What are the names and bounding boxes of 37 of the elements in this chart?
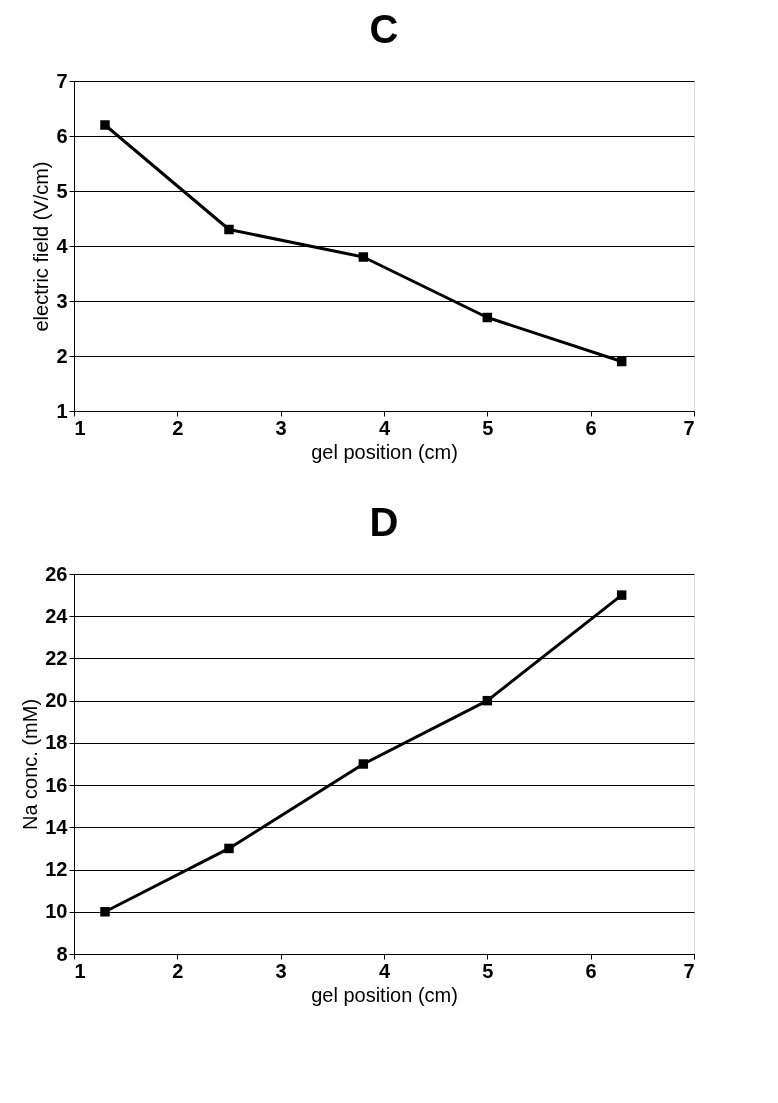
chart-title: D xyxy=(369,500,399,544)
y-tick-label: 7 xyxy=(56,69,68,92)
x-tick-label: 5 xyxy=(482,416,494,439)
x-tick-label: 2 xyxy=(172,416,184,439)
y-tick-label: 3 xyxy=(56,289,68,312)
x-tick-label: 4 xyxy=(378,416,391,439)
x-tick-label: 6 xyxy=(585,959,597,982)
x-tick-label: 1 xyxy=(74,416,86,439)
y-tick-label: 5 xyxy=(56,179,68,202)
y-tick-label: 16 xyxy=(45,773,68,796)
x-tick-label: 1 xyxy=(74,959,86,982)
y-tick-label: 6 xyxy=(56,124,68,147)
y-axis-title: Na conc. (mM) xyxy=(19,698,42,831)
y-tick-label: 4 xyxy=(56,234,69,257)
x-tick-label: 3 xyxy=(275,959,287,982)
x-tick-label: 7 xyxy=(683,416,695,439)
y-tick-label: 10 xyxy=(45,900,68,923)
y-tick-label: 14 xyxy=(45,815,69,838)
y-tick-label: 26 xyxy=(45,562,68,585)
x-tick-label: 2 xyxy=(172,959,184,982)
y-tick-label: 18 xyxy=(45,731,68,754)
x-axis-title: gel position (cm) xyxy=(311,983,458,1006)
x-tick-label: 7 xyxy=(683,959,695,982)
y-axis-title: electric field (V/cm) xyxy=(30,161,53,332)
y-tick-label: 2 xyxy=(56,344,68,367)
x-axis-title: gel position (cm) xyxy=(311,440,458,463)
x-tick-label: 5 xyxy=(482,959,494,982)
y-tick-label: 24 xyxy=(45,604,69,627)
x-tick-label: 6 xyxy=(585,416,597,439)
chart-title: C xyxy=(369,7,399,51)
y-tick-label: 8 xyxy=(56,942,68,965)
y-tick-label: 12 xyxy=(45,858,68,881)
x-tick-label: 3 xyxy=(275,416,287,439)
y-tick-label: 22 xyxy=(45,646,68,669)
y-tick-label: 1 xyxy=(56,399,68,422)
y-tick-label: 20 xyxy=(45,689,68,712)
x-tick-label: 4 xyxy=(378,959,391,982)
